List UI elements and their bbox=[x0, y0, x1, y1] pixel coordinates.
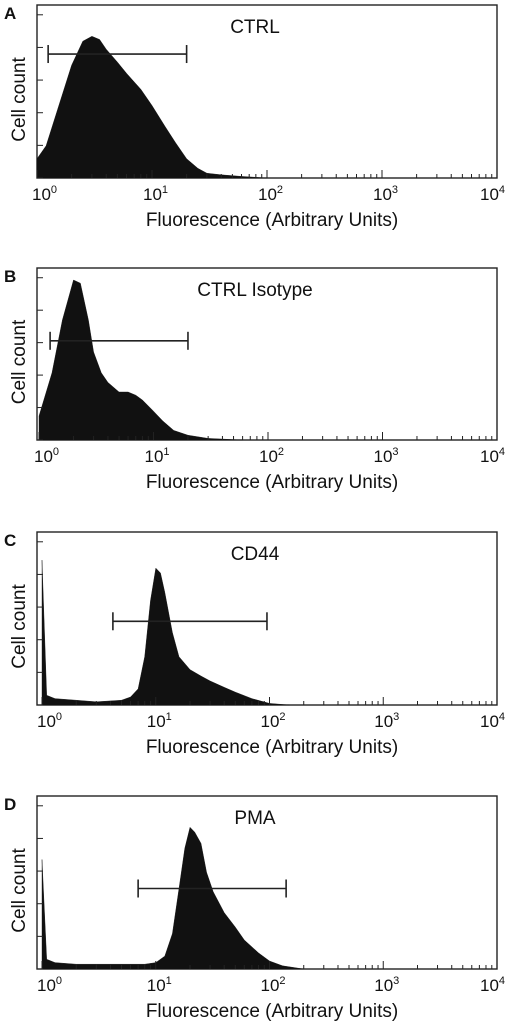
x-tick-label: 103 bbox=[374, 446, 399, 466]
x-tick-label: 103 bbox=[373, 184, 398, 204]
x-axis-label: Fluorescence (Arbitrary Units) bbox=[146, 737, 398, 758]
x-axis-label: Fluorescence (Arbitrary Units) bbox=[146, 210, 398, 231]
x-tick-label: 103 bbox=[374, 711, 399, 731]
x-tick-label: 102 bbox=[259, 446, 284, 466]
panel-letter: D bbox=[4, 795, 16, 814]
chart-title: PMA bbox=[234, 808, 276, 829]
x-tick-label: 104 bbox=[480, 711, 505, 731]
x-tick-label: 101 bbox=[147, 975, 172, 995]
y-axis-label: Cell count bbox=[9, 57, 30, 142]
x-tick-label: 103 bbox=[374, 975, 399, 995]
x-tick-label: 104 bbox=[480, 975, 505, 995]
histogram-series bbox=[38, 279, 243, 441]
panel-letter: B bbox=[4, 267, 16, 286]
histogram-series bbox=[36, 36, 268, 179]
y-axis-label: Cell count bbox=[9, 584, 30, 669]
x-tick-label: 102 bbox=[261, 975, 286, 995]
x-tick-label: 104 bbox=[480, 446, 505, 466]
x-tick-label: 101 bbox=[145, 446, 170, 466]
x-tick-label: 100 bbox=[32, 184, 57, 204]
panel-c: C CD44 Cell count 100 101 102 103 104 Fluorescen… bbox=[4, 531, 505, 758]
chart-title: CTRL Isotype bbox=[197, 280, 312, 301]
x-tick-label: 100 bbox=[37, 711, 62, 731]
chart-title: CTRL bbox=[230, 17, 280, 38]
histogram-series bbox=[41, 560, 290, 706]
y-axis-label: Cell count bbox=[9, 848, 30, 933]
plot-frame bbox=[36, 795, 498, 970]
x-axis-label: Fluorescence (Arbitrary Units) bbox=[146, 472, 398, 493]
y-axis-label: Cell count bbox=[9, 319, 30, 404]
x-tick-label: 101 bbox=[143, 184, 168, 204]
chart-title: CD44 bbox=[231, 544, 280, 565]
panel-d: D PMA Cell count 100 101 102 103 104 Fluorescenc… bbox=[4, 795, 505, 1022]
x-tick-label: 100 bbox=[37, 975, 62, 995]
panel-a: A CTRL Cell count 100 101 102 103 104 Fluorescen… bbox=[4, 4, 505, 231]
x-tick-label: 100 bbox=[34, 446, 59, 466]
x-tick-label: 102 bbox=[258, 184, 283, 204]
panel-letter: C bbox=[4, 531, 16, 550]
x-tick-label: 102 bbox=[261, 711, 286, 731]
x-tick-label: 101 bbox=[147, 711, 172, 731]
x-axis-label: Fluorescence (Arbitrary Units) bbox=[146, 1001, 398, 1022]
x-tick-label: 104 bbox=[480, 184, 505, 204]
panel-letter: A bbox=[4, 4, 16, 23]
histogram-series bbox=[41, 826, 304, 970]
panel-b: B CTRL Isotype Cell count 100 101 102 103 104 Fl… bbox=[4, 267, 505, 493]
